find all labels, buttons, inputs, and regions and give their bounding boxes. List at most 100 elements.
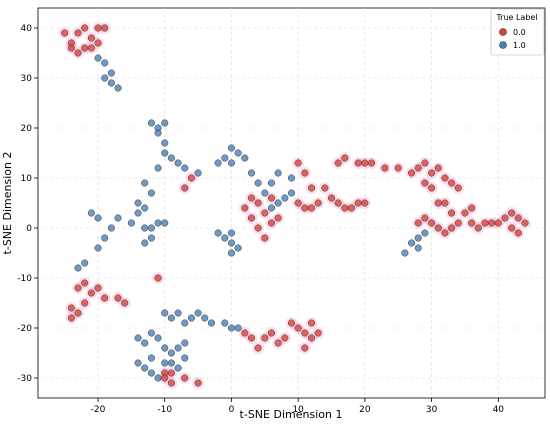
data-point-1.0 — [401, 249, 409, 257]
data-point-0.0 — [341, 154, 349, 162]
data-point-0.0 — [74, 49, 82, 57]
data-point-1.0 — [234, 244, 242, 252]
data-point-1.0 — [94, 54, 102, 62]
data-point-0.0 — [307, 334, 316, 342]
data-point-0.0 — [347, 204, 356, 212]
y-axis-label: t-SNE Dimension 2 — [1, 152, 14, 255]
data-point-1.0 — [247, 169, 256, 177]
data-point-0.0 — [314, 329, 322, 337]
data-point-1.0 — [161, 359, 169, 367]
data-point-0.0 — [267, 329, 276, 337]
data-point-1.0 — [141, 239, 149, 247]
data-point-1.0 — [74, 264, 82, 272]
data-point-1.0 — [141, 179, 149, 187]
data-point-0.0 — [334, 199, 342, 207]
data-point-1.0 — [87, 209, 95, 217]
x-tick-label: -20 — [91, 405, 106, 415]
legend-label-1: 1.0 — [513, 41, 526, 50]
data-point-0.0 — [354, 199, 362, 207]
data-point-1.0 — [207, 319, 215, 327]
data-point-1.0 — [227, 144, 236, 152]
data-point-0.0 — [454, 184, 462, 192]
data-point-0.0 — [441, 174, 449, 182]
data-point-1.0 — [167, 349, 175, 357]
data-point-0.0 — [254, 224, 262, 232]
data-point-1.0 — [227, 229, 236, 237]
data-point-0.0 — [334, 159, 342, 167]
data-point-0.0 — [254, 199, 262, 207]
data-point-0.0 — [287, 319, 296, 327]
data-point-0.0 — [267, 219, 276, 227]
data-point-0.0 — [448, 224, 456, 232]
data-point-0.0 — [254, 344, 262, 352]
y-tick-label: 30 — [21, 74, 33, 84]
data-point-1.0 — [181, 339, 189, 347]
data-point-1.0 — [414, 244, 422, 252]
data-point-1.0 — [167, 359, 175, 367]
data-point-1.0 — [167, 154, 175, 162]
data-point-1.0 — [161, 309, 169, 317]
data-point-0.0 — [428, 169, 436, 177]
x-tick-label: 40 — [493, 405, 505, 415]
data-point-0.0 — [81, 299, 89, 307]
data-point-1.0 — [227, 249, 236, 257]
data-point-0.0 — [294, 324, 302, 332]
legend-label-0: 0.0 — [513, 28, 526, 37]
data-point-0.0 — [241, 329, 249, 337]
data-point-1.0 — [181, 319, 189, 327]
data-point-1.0 — [254, 179, 262, 187]
data-point-1.0 — [107, 69, 115, 77]
data-point-1.0 — [107, 79, 115, 87]
data-point-1.0 — [134, 359, 142, 367]
data-point-1.0 — [174, 344, 182, 352]
data-point-1.0 — [101, 59, 109, 67]
data-point-1.0 — [414, 234, 422, 242]
data-point-0.0 — [368, 159, 376, 167]
data-point-0.0 — [381, 164, 389, 172]
data-point-1.0 — [234, 324, 242, 332]
data-point-0.0 — [307, 319, 316, 327]
data-point-1.0 — [147, 354, 155, 362]
data-point-0.0 — [194, 379, 202, 387]
data-point-0.0 — [428, 184, 436, 192]
points-layer — [58, 22, 531, 389]
data-point-1.0 — [274, 199, 282, 207]
data-point-1.0 — [114, 84, 122, 92]
data-point-1.0 — [161, 344, 169, 352]
axes-layer: -20 -10 0 10 20 30 40 -30 -20 -10 0 10 20 30 40 — [17, 24, 504, 415]
data-point-1.0 — [154, 164, 162, 172]
data-point-0.0 — [261, 234, 269, 242]
data-point-0.0 — [494, 219, 502, 227]
data-point-0.0 — [421, 214, 429, 222]
data-point-1.0 — [147, 369, 155, 377]
data-point-1.0 — [81, 259, 89, 267]
data-point-1.0 — [161, 119, 169, 127]
data-point-1.0 — [287, 189, 296, 197]
data-point-0.0 — [74, 29, 82, 37]
data-point-0.0 — [61, 29, 69, 37]
data-point-0.0 — [67, 304, 75, 312]
data-point-0.0 — [94, 24, 102, 32]
data-point-0.0 — [461, 209, 469, 217]
data-point-0.0 — [468, 204, 476, 212]
x-tick-label: 30 — [426, 405, 438, 415]
data-point-0.0 — [341, 204, 349, 212]
x-axis-label: t-SNE Dimension 1 — [240, 408, 343, 421]
data-point-1.0 — [181, 164, 189, 172]
data-point-1.0 — [421, 229, 429, 237]
data-point-1.0 — [154, 219, 162, 227]
data-point-1.0 — [147, 224, 155, 232]
data-point-0.0 — [247, 194, 256, 202]
data-point-0.0 — [81, 279, 89, 287]
data-point-0.0 — [154, 274, 162, 282]
data-point-0.0 — [241, 204, 249, 212]
data-point-0.0 — [261, 209, 269, 217]
data-point-1.0 — [167, 314, 175, 322]
data-point-0.0 — [468, 219, 476, 227]
data-point-1.0 — [174, 364, 182, 372]
data-point-0.0 — [441, 199, 449, 207]
data-point-0.0 — [274, 339, 282, 347]
legend-title: True Label — [495, 13, 537, 22]
data-point-0.0 — [167, 369, 175, 377]
legend: True Label 0.0 1.0 — [490, 8, 545, 56]
